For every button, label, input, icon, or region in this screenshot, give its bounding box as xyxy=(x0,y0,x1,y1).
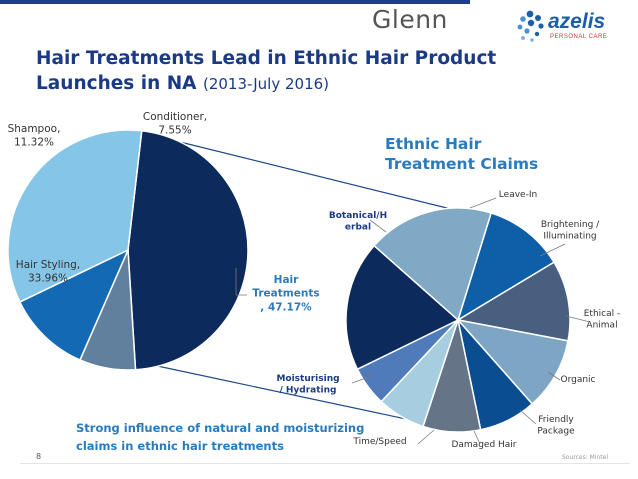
connector-line xyxy=(175,140,456,211)
title-main: Hair Treatments Lead in Ethnic Hair Prod… xyxy=(36,48,497,94)
product-type-pie xyxy=(7,129,249,371)
claims-label-leave-in: Leave-In xyxy=(499,190,537,200)
connector-line xyxy=(147,363,421,423)
leader-line xyxy=(547,371,561,381)
azelis-wordmark: azelis xyxy=(548,10,606,33)
page-title: Hair Treatments Lead in Ethnic Hair Prod… xyxy=(36,46,556,97)
claims-chart-title: Ethnic Hair Treatment Claims xyxy=(385,135,539,173)
claims-label-damaged-hair: Damaged Hair xyxy=(451,440,516,450)
leader-line xyxy=(369,219,387,233)
leader-line xyxy=(417,429,435,445)
product-type-slice-hair-treatments xyxy=(127,129,249,371)
product-type-slice-shampoo xyxy=(18,248,130,361)
source-note: Sources: Mintel xyxy=(562,454,609,461)
claims-pie xyxy=(345,207,571,433)
claims-slice-brightening-illuminating xyxy=(455,261,571,342)
leader-line xyxy=(473,430,481,445)
product-type-label-hair-styling: Hair Styling, 33.96% xyxy=(16,259,80,285)
page-number: 8 xyxy=(36,452,42,461)
leader-line xyxy=(469,197,497,209)
claims-label-friendly-package: Friendly Package xyxy=(537,415,575,437)
azelis-tagline: PERSONAL CARE xyxy=(550,34,608,40)
claims-slice-botanical-herbal xyxy=(373,207,493,322)
product-type-label-conditioner: Conditioner, 7.55% xyxy=(143,111,207,137)
claims-slice-moisturising-hydrating xyxy=(345,244,460,371)
leader-line xyxy=(539,243,566,257)
insight-note: Strong influence of natural and moisturi… xyxy=(76,421,365,453)
claims-label-botanical-herbal: Botanical/H erbal xyxy=(329,211,387,233)
leader-line xyxy=(565,315,591,323)
claims-label-moisturising-hydrating: Moisturising / Hydrating xyxy=(276,374,339,396)
azelis-logo: azelis PERSONAL CARE xyxy=(514,10,632,46)
leader-line xyxy=(351,375,373,384)
claims-label-time-speed: Time/Speed xyxy=(352,437,406,447)
claims-slice-ethical-animal xyxy=(455,318,569,405)
product-type-label-shampoo: Shampoo, 11.32% xyxy=(8,123,61,149)
leader-line xyxy=(235,268,247,296)
product-type-label-hair-treatments: Hair Treatments, 47.17% xyxy=(252,274,319,313)
claims-label-ethical-animal: Ethical -Animal xyxy=(584,309,621,331)
leader-line xyxy=(519,409,537,425)
footer-rule xyxy=(20,463,630,464)
glenn-logo: Glenn xyxy=(372,5,448,34)
product-type-slice-hair-styling xyxy=(7,129,143,303)
top-accent-bar xyxy=(0,0,470,4)
azelis-dots-icon xyxy=(517,10,544,42)
claims-label-brightening-illuminating: Brightening / Illuminating xyxy=(541,220,600,242)
claims-label-organic: Organic xyxy=(560,375,595,385)
title-period: (2013-July 2016) xyxy=(202,75,330,93)
claims-slice-leave-in xyxy=(456,212,555,322)
